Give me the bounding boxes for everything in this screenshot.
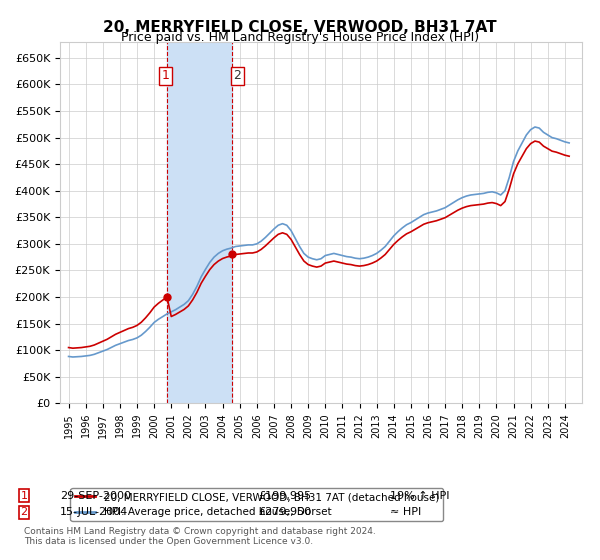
Text: £279,950: £279,950 (258, 507, 311, 517)
Text: 2: 2 (233, 69, 241, 82)
Text: ≈ HPI: ≈ HPI (390, 507, 421, 517)
Text: 29-SEP-2000: 29-SEP-2000 (60, 491, 131, 501)
Text: 15-JUL-2004: 15-JUL-2004 (60, 507, 128, 517)
Text: 19% ↑ HPI: 19% ↑ HPI (390, 491, 449, 501)
Legend: 20, MERRYFIELD CLOSE, VERWOOD, BH31 7AT (detached house), HPI: Average price, de: 20, MERRYFIELD CLOSE, VERWOOD, BH31 7AT … (70, 488, 443, 521)
Bar (167, 42, 232, 403)
Text: Contains HM Land Registry data © Crown copyright and database right 2024.
This d: Contains HM Land Registry data © Crown c… (24, 526, 376, 546)
Text: 2: 2 (20, 507, 28, 517)
Text: 1: 1 (162, 69, 170, 82)
Text: £199,995: £199,995 (258, 491, 311, 501)
Text: 1: 1 (20, 491, 28, 501)
Text: 20, MERRYFIELD CLOSE, VERWOOD, BH31 7AT: 20, MERRYFIELD CLOSE, VERWOOD, BH31 7AT (103, 20, 497, 35)
Text: Price paid vs. HM Land Registry's House Price Index (HPI): Price paid vs. HM Land Registry's House … (121, 31, 479, 44)
